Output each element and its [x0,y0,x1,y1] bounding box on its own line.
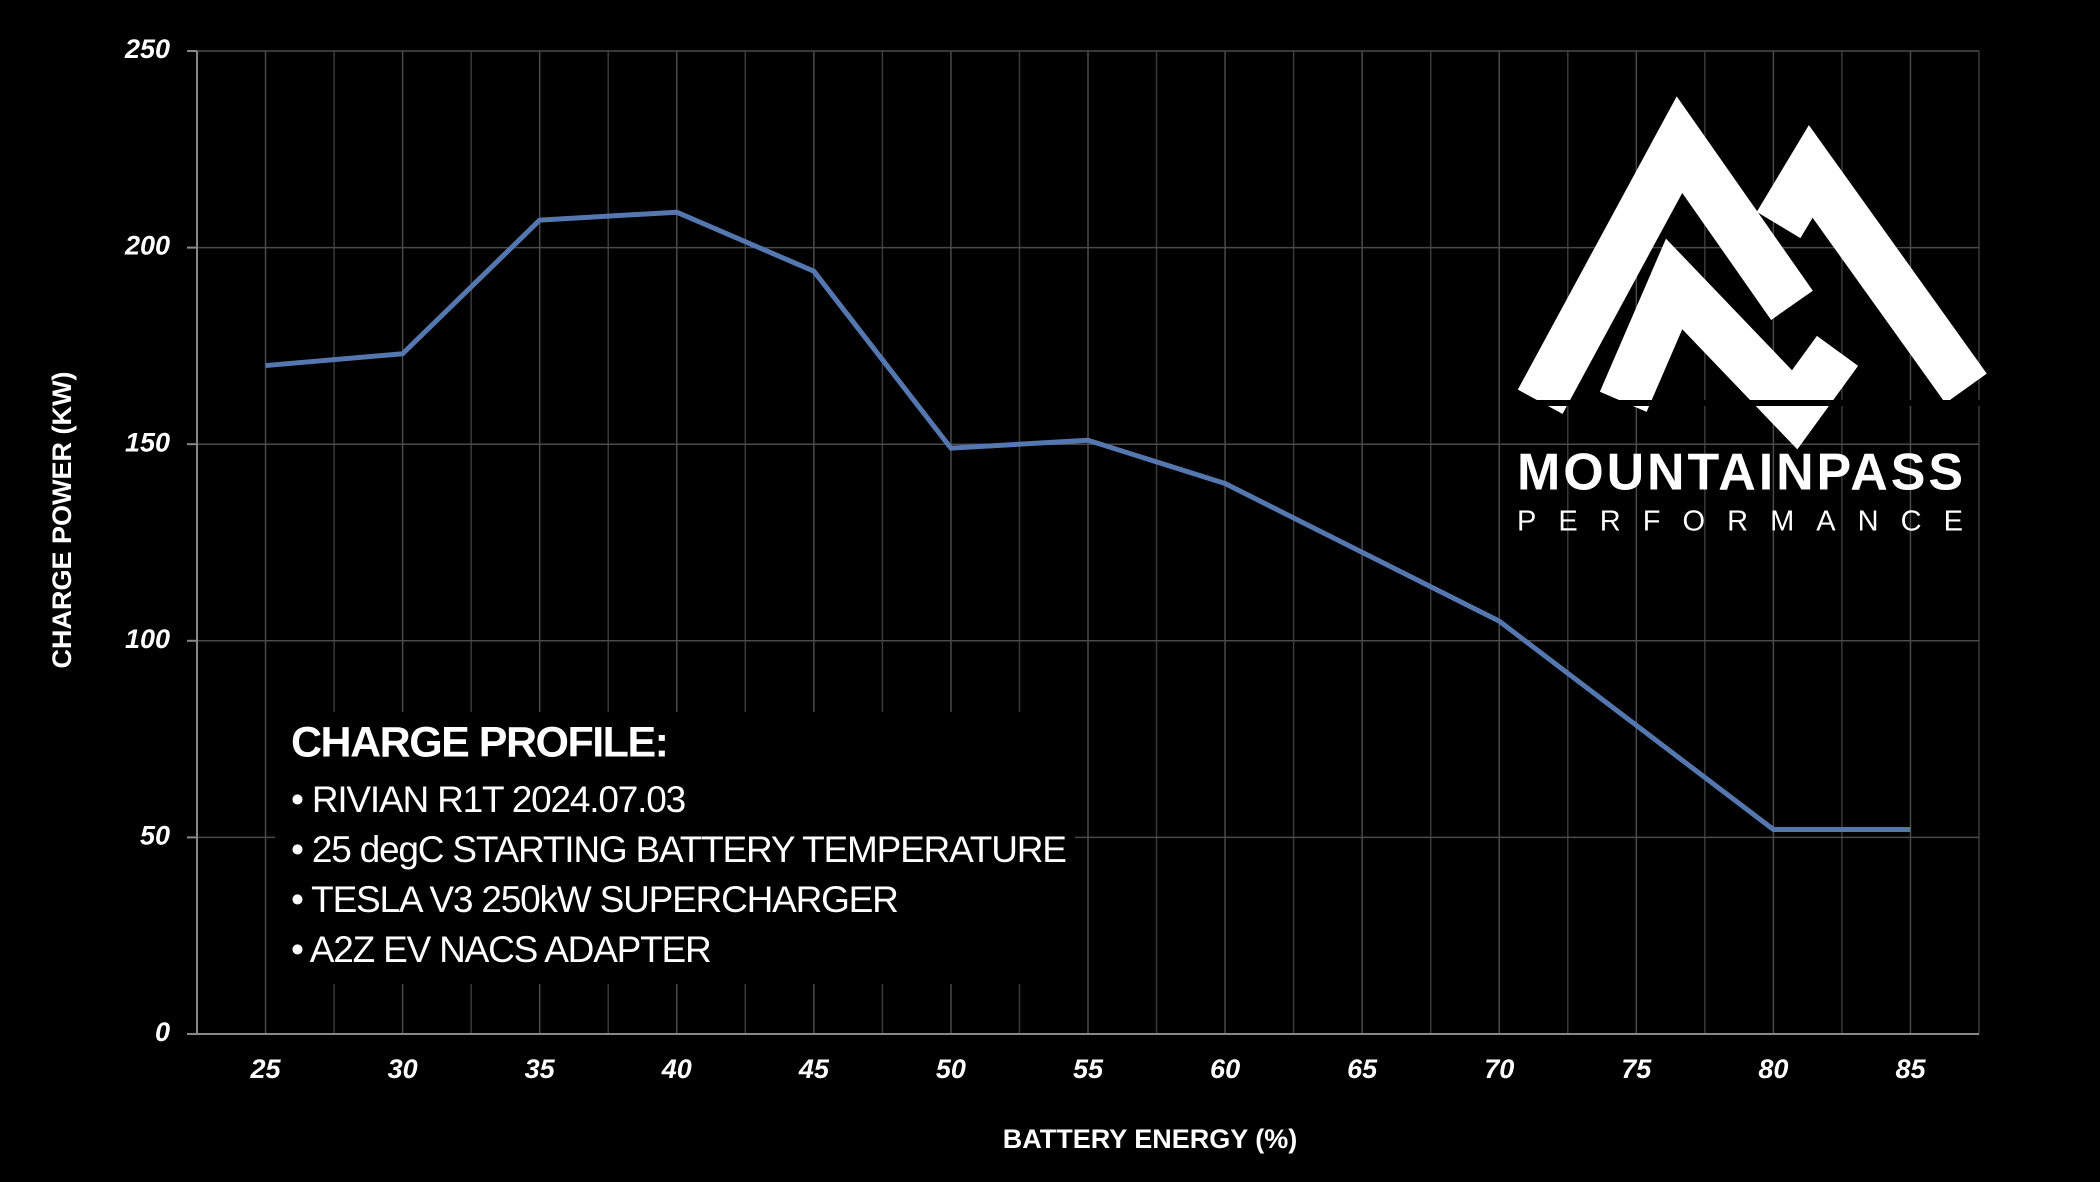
annotation-line: • RIVIAN R1T 2024.07.03 [291,779,685,820]
y-tick-label: 200 [124,231,170,261]
x-tick-label: 30 [388,1054,418,1084]
x-tick-label: 35 [525,1054,556,1084]
logo-peak [1517,96,1813,414]
logo-name: MOUNTAINPASS [1517,444,1963,502]
y-tick-label: 250 [124,34,170,64]
x-tick-label: 65 [1347,1054,1378,1084]
x-tick-label: 40 [661,1054,692,1084]
logo-peak [1599,238,1859,450]
logo-mark [1517,96,1987,450]
logo-mask [1500,400,1980,406]
annotation-title: CHARGE PROFILE: [291,718,667,766]
y-axis-title: CHARGE POWER (KW) [47,372,77,669]
x-tick-label: 80 [1758,1054,1788,1084]
y-tick-label: 0 [155,1017,170,1047]
y-tick-label: 50 [140,821,170,851]
x-tick-label: 85 [1895,1054,1926,1084]
x-tick-label: 45 [798,1054,830,1084]
annotation-line: • A2Z EV NACS ADAPTER [291,929,711,970]
y-tick-label: 150 [125,427,170,457]
data-line [265,209,1911,833]
y-tick-label: 100 [125,624,170,654]
logo-peak [1756,125,1987,404]
annotation-line: • 25 degC STARTING BATTERY TEMPERATURE [291,829,1066,870]
x-axis-title: BATTERY ENERGY (%) [1003,1124,1298,1154]
x-tick-label: 75 [1621,1054,1652,1084]
annotation-line: • TESLA V3 250kW SUPERCHARGER [291,879,898,920]
x-tick-label: 55 [1073,1054,1104,1084]
x-tick-label: 60 [1210,1054,1240,1084]
x-tick-label: 70 [1484,1054,1514,1084]
x-tick-label: 50 [936,1054,966,1084]
x-tick-label: 25 [250,1054,282,1084]
annotation-backdrop [275,712,1075,984]
